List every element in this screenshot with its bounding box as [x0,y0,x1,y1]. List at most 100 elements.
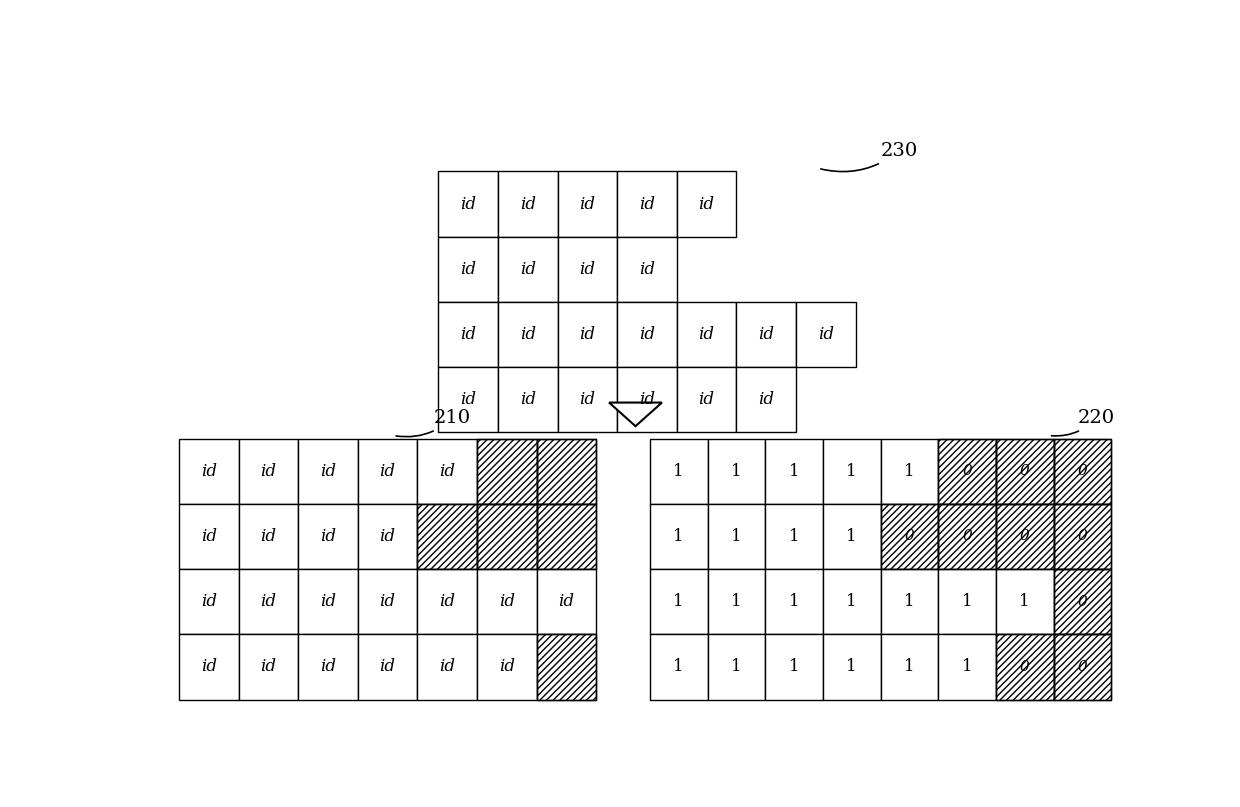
Bar [179,569,238,634]
Bar [358,504,418,569]
Text: 230: 230 [821,142,918,172]
Bar [477,634,537,700]
Bar [238,634,298,700]
Bar [939,569,996,634]
Bar [477,504,537,569]
Bar [708,569,765,634]
Bar [737,367,796,433]
Bar [618,367,677,433]
Bar [996,504,1054,569]
Text: id: id [520,326,536,343]
Bar [477,569,537,634]
Bar [358,634,418,700]
Text: id: id [579,391,595,408]
Bar [737,302,796,367]
Text: id: id [460,195,476,212]
Text: id: id [498,593,515,610]
Text: 0: 0 [1019,529,1029,543]
Text: id: id [439,659,455,675]
Text: id: id [520,261,536,278]
Text: id: id [579,326,595,343]
Text: 1: 1 [673,462,684,479]
Text: id: id [758,326,774,343]
Bar [765,569,823,634]
Bar [996,504,1054,569]
Text: id: id [579,261,595,278]
Bar [537,439,596,504]
Text: id: id [260,528,277,545]
Text: 0: 0 [962,529,972,543]
Bar [558,171,618,236]
Bar [179,439,238,504]
Text: 1: 1 [962,593,972,610]
Bar [358,569,418,634]
Text: 1: 1 [904,593,915,610]
Bar [880,504,939,569]
Text: id: id [698,391,714,408]
Text: id: id [639,261,655,278]
Bar [765,504,823,569]
Text: 1: 1 [789,528,800,545]
Text: id: id [320,528,336,545]
Text: 1: 1 [962,659,972,675]
Text: 0: 0 [1078,595,1087,608]
Bar [418,439,477,504]
Text: 1: 1 [789,462,800,479]
Text: id: id [201,462,217,479]
Bar [498,302,558,367]
Bar [558,367,618,433]
Bar [298,569,358,634]
Bar [1054,634,1111,700]
Bar [1054,504,1111,569]
Text: id: id [201,528,217,545]
Bar [1054,569,1111,634]
Bar [880,634,939,700]
Bar [618,171,677,236]
Text: 1: 1 [847,659,857,675]
Bar [1054,439,1111,504]
Text: 1: 1 [789,593,800,610]
Text: 1: 1 [673,593,684,610]
Text: id: id [639,391,655,408]
Text: 1: 1 [847,462,857,479]
Bar [418,569,477,634]
Bar [238,504,298,569]
Bar [618,302,677,367]
Bar [939,439,996,504]
Text: 0: 0 [1078,660,1087,674]
Bar [439,367,498,433]
Bar [996,634,1054,700]
Text: 1: 1 [1019,593,1030,610]
Bar [439,171,498,236]
Bar [650,439,708,504]
Text: id: id [698,195,714,212]
Bar [823,439,880,504]
Text: id: id [379,528,396,545]
Text: id: id [460,326,476,343]
Bar [796,302,856,367]
Bar [650,504,708,569]
Bar [677,367,737,433]
Text: id: id [260,462,277,479]
Bar [939,439,996,504]
Text: id: id [639,326,655,343]
Text: 0: 0 [904,529,914,543]
Bar [765,634,823,700]
Bar [650,569,708,634]
Bar [298,634,358,700]
Bar [477,439,537,504]
Text: id: id [817,326,833,343]
Bar [880,439,939,504]
Text: 1: 1 [847,528,857,545]
Text: id: id [460,391,476,408]
Bar [477,439,537,504]
Text: id: id [379,462,396,479]
Bar [498,367,558,433]
Bar [880,504,939,569]
Text: id: id [520,195,536,212]
Bar [358,439,418,504]
Text: 220: 220 [1052,409,1115,436]
Bar [996,569,1054,634]
Text: id: id [639,195,655,212]
Bar [298,439,358,504]
